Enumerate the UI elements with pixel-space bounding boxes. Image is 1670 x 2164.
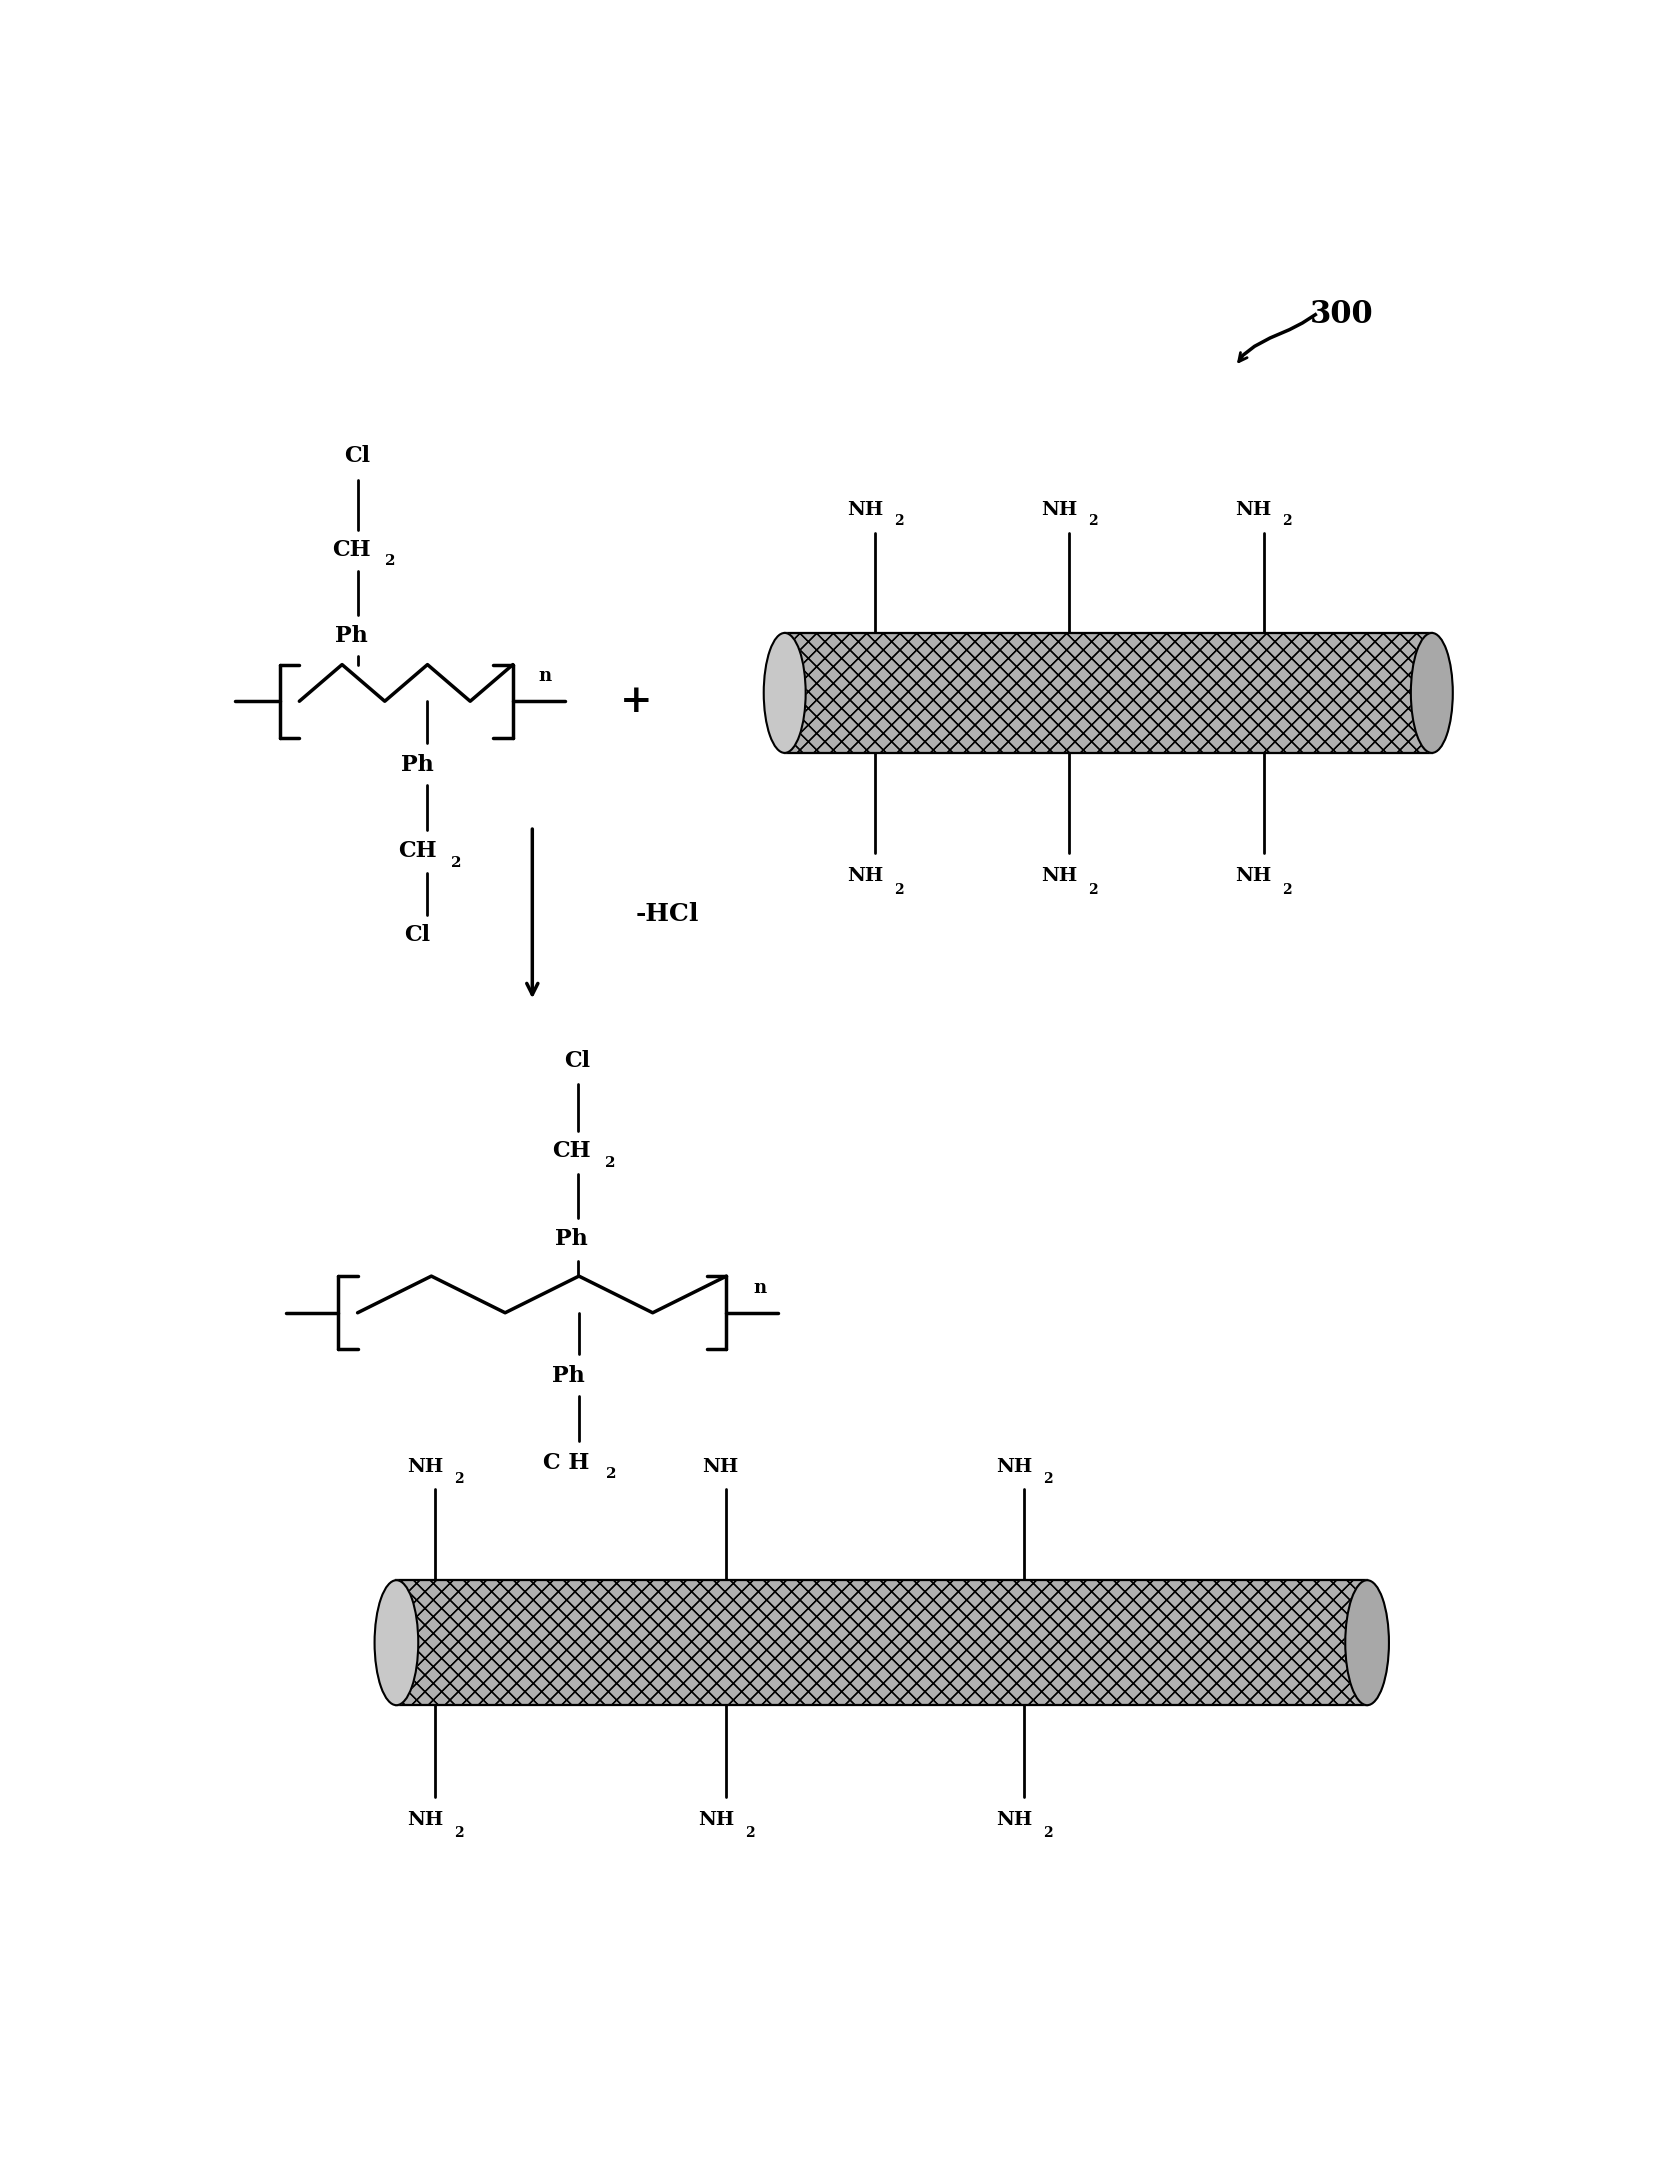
Text: NH: NH xyxy=(1040,868,1077,885)
Text: 2: 2 xyxy=(384,554,396,569)
Text: n: n xyxy=(539,667,551,686)
Text: Ph: Ph xyxy=(401,753,434,775)
Text: 2: 2 xyxy=(454,1472,463,1485)
Text: NH: NH xyxy=(698,1811,735,1829)
Text: 2: 2 xyxy=(1087,515,1097,528)
Text: NH: NH xyxy=(847,868,883,885)
Bar xyxy=(396,1580,1368,1705)
Text: Cl: Cl xyxy=(344,446,371,467)
Text: Cl: Cl xyxy=(404,924,431,946)
Text: 2: 2 xyxy=(1042,1826,1052,1839)
Text: CH: CH xyxy=(332,539,371,560)
Bar xyxy=(785,632,1431,753)
Ellipse shape xyxy=(1411,632,1453,753)
Ellipse shape xyxy=(1346,1580,1389,1705)
Text: NH: NH xyxy=(1040,500,1077,519)
Text: C H: C H xyxy=(543,1452,590,1474)
Text: n: n xyxy=(753,1279,767,1296)
Text: NH: NH xyxy=(407,1811,443,1829)
Text: NH: NH xyxy=(701,1459,738,1476)
Bar xyxy=(396,1580,1368,1705)
Text: NH: NH xyxy=(995,1459,1032,1476)
Text: NH: NH xyxy=(847,500,883,519)
Text: NH: NH xyxy=(1236,500,1271,519)
Bar xyxy=(785,632,1431,753)
Text: 2: 2 xyxy=(454,1826,463,1839)
Text: 2: 2 xyxy=(1042,1472,1052,1485)
Ellipse shape xyxy=(374,1580,418,1705)
Text: Ph: Ph xyxy=(554,1229,588,1251)
Ellipse shape xyxy=(763,632,805,753)
Bar xyxy=(396,1580,1368,1705)
Text: 2: 2 xyxy=(1283,883,1291,896)
Bar xyxy=(785,632,1431,753)
Text: NH: NH xyxy=(407,1459,443,1476)
Bar xyxy=(785,632,1431,753)
Text: -HCl: -HCl xyxy=(636,902,700,926)
Text: 2: 2 xyxy=(745,1826,755,1839)
Text: 2: 2 xyxy=(606,1467,616,1482)
Text: Cl: Cl xyxy=(564,1050,591,1071)
Text: CH: CH xyxy=(551,1140,591,1162)
Text: +: + xyxy=(620,682,653,721)
Bar xyxy=(396,1580,1368,1705)
Text: 2: 2 xyxy=(1283,515,1291,528)
Text: Ph: Ph xyxy=(553,1365,584,1387)
Text: 2: 2 xyxy=(1087,883,1097,896)
Text: 2: 2 xyxy=(451,857,461,870)
Text: 2: 2 xyxy=(893,515,903,528)
Text: CH: CH xyxy=(397,840,436,861)
Text: NH: NH xyxy=(995,1811,1032,1829)
Text: 2: 2 xyxy=(605,1156,615,1171)
Text: 300: 300 xyxy=(1309,299,1373,331)
Text: 2: 2 xyxy=(893,883,903,896)
Text: Ph: Ph xyxy=(334,625,367,647)
Text: NH: NH xyxy=(1236,868,1271,885)
